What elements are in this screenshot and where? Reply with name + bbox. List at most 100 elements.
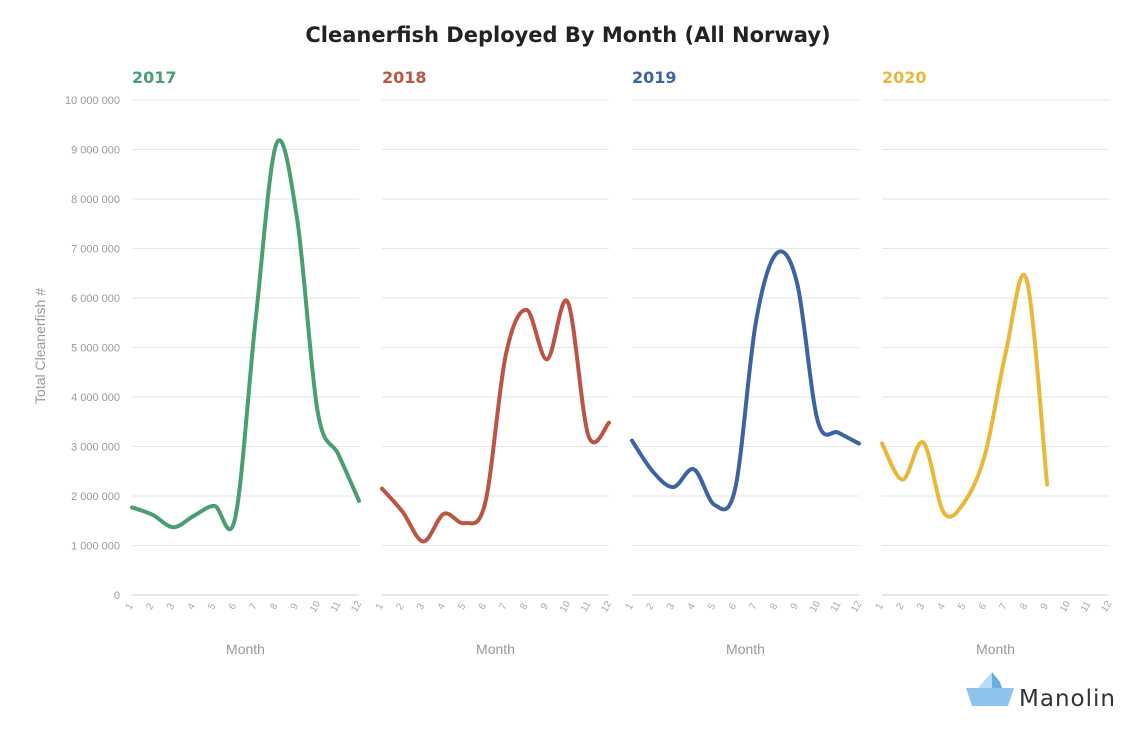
panel-title: 2018 bbox=[382, 68, 427, 87]
data-point bbox=[274, 142, 278, 146]
x-tick-label: 11 bbox=[1079, 599, 1094, 614]
y-tick-label: 6 000 000 bbox=[71, 293, 120, 305]
x-tick-label: 6 bbox=[477, 601, 490, 612]
data-point bbox=[754, 321, 758, 325]
data-point bbox=[795, 281, 799, 285]
x-tick-label: 4 bbox=[186, 601, 199, 612]
x-axis-label: Month bbox=[226, 641, 265, 657]
x-tick-label: 4 bbox=[436, 601, 449, 612]
x-axis-label: Month bbox=[476, 641, 515, 657]
x-tick-label: 11 bbox=[579, 599, 594, 614]
data-point bbox=[357, 499, 361, 503]
data-point bbox=[983, 452, 987, 456]
y-tick-label: 4 000 000 bbox=[71, 392, 120, 404]
y-tick-label: 3 000 000 bbox=[71, 442, 120, 454]
y-tick-label: 1 000 000 bbox=[71, 541, 120, 553]
data-point bbox=[421, 540, 425, 544]
x-tick-label: 5 bbox=[956, 601, 969, 612]
x-tick-label: 1 bbox=[874, 601, 887, 612]
data-point bbox=[192, 514, 196, 518]
x-tick-label: 10 bbox=[808, 599, 823, 615]
x-tick-label: 11 bbox=[329, 599, 344, 614]
data-point bbox=[713, 503, 717, 507]
brand-logo: Manolin bbox=[966, 672, 1116, 712]
data-point bbox=[921, 441, 925, 445]
x-tick-label: 7 bbox=[747, 601, 760, 612]
data-point bbox=[483, 501, 487, 505]
data-point bbox=[880, 442, 884, 446]
x-tick-label: 12 bbox=[599, 599, 614, 615]
data-point bbox=[336, 452, 340, 456]
data-point bbox=[566, 300, 570, 304]
data-point bbox=[295, 217, 299, 221]
x-tick-label: 9 bbox=[789, 601, 802, 612]
data-point bbox=[630, 439, 634, 443]
x-tick-label: 9 bbox=[1039, 601, 1052, 612]
x-tick-label: 5 bbox=[206, 601, 219, 612]
x-tick-label: 8 bbox=[518, 601, 531, 612]
series-line-2018 bbox=[380, 298, 611, 544]
data-point bbox=[316, 410, 320, 414]
brand-name: Manolin bbox=[1019, 686, 1116, 712]
x-tick-label: 4 bbox=[936, 601, 949, 612]
x-tick-label: 12 bbox=[1099, 599, 1114, 615]
chart-panels: 0 1 000 000 2 000 000 3 000 000 4 000 000 5 0… bbox=[65, 68, 1115, 657]
paper-boat-icon bbox=[966, 672, 1014, 706]
data-point bbox=[401, 510, 405, 514]
x-tick-label: 10 bbox=[1058, 599, 1073, 615]
x-tick-label: 7 bbox=[497, 601, 510, 612]
x-tick-label: 7 bbox=[997, 601, 1010, 612]
y-tick-label: 2 000 000 bbox=[71, 491, 120, 503]
data-point bbox=[816, 419, 820, 423]
x-tick-label: 9 bbox=[539, 601, 552, 612]
panel-title: 2017 bbox=[132, 68, 177, 87]
data-point bbox=[380, 487, 384, 491]
x-tick-label: 4 bbox=[686, 601, 699, 612]
x-tick-label: 6 bbox=[227, 601, 240, 612]
data-point bbox=[545, 357, 549, 361]
data-point bbox=[233, 516, 237, 520]
data-point bbox=[254, 316, 258, 320]
panel-title: 2019 bbox=[632, 68, 677, 87]
chart-title: Cleanerfish Deployed By Month (All Norwa… bbox=[305, 23, 830, 47]
data-point bbox=[442, 512, 446, 516]
data-point bbox=[1004, 350, 1008, 354]
x-tick-label: 3 bbox=[915, 601, 928, 612]
data-point bbox=[130, 505, 134, 509]
x-tick-label: 8 bbox=[268, 601, 281, 612]
x-tick-label: 2 bbox=[394, 601, 407, 612]
x-tick-label: 12 bbox=[349, 599, 364, 615]
x-tick-label: 2 bbox=[144, 601, 157, 612]
x-tick-label: 1 bbox=[374, 601, 387, 612]
data-point bbox=[692, 467, 696, 471]
data-point bbox=[463, 521, 467, 525]
data-point bbox=[733, 487, 737, 491]
series-line-2019 bbox=[630, 249, 861, 512]
data-point bbox=[1045, 483, 1049, 487]
x-tick-label: 3 bbox=[415, 601, 428, 612]
panel-title: 2020 bbox=[882, 68, 927, 87]
data-point bbox=[774, 251, 778, 255]
series-line-2017 bbox=[130, 138, 361, 532]
x-tick-label: 7 bbox=[247, 601, 260, 612]
x-tick-label: 6 bbox=[727, 601, 740, 612]
x-tick-label: 8 bbox=[768, 601, 781, 612]
data-point bbox=[586, 434, 590, 438]
x-tick-label: 12 bbox=[849, 599, 864, 615]
data-point bbox=[504, 353, 508, 357]
x-tick-label: 5 bbox=[706, 601, 719, 612]
x-tick-label: 10 bbox=[558, 599, 573, 615]
y-tick-label: 0 bbox=[114, 590, 120, 602]
y-tick-label: 9 000 000 bbox=[71, 145, 120, 157]
data-point bbox=[671, 485, 675, 489]
x-tick-label: 2 bbox=[644, 601, 657, 612]
series-line-2020 bbox=[880, 273, 1050, 519]
x-tick-label: 2 bbox=[894, 601, 907, 612]
x-axis-label: Month bbox=[976, 641, 1015, 657]
data-point bbox=[836, 431, 840, 435]
x-tick-label: 11 bbox=[829, 599, 844, 614]
data-point bbox=[651, 469, 655, 473]
x-tick-label: 5 bbox=[456, 601, 469, 612]
